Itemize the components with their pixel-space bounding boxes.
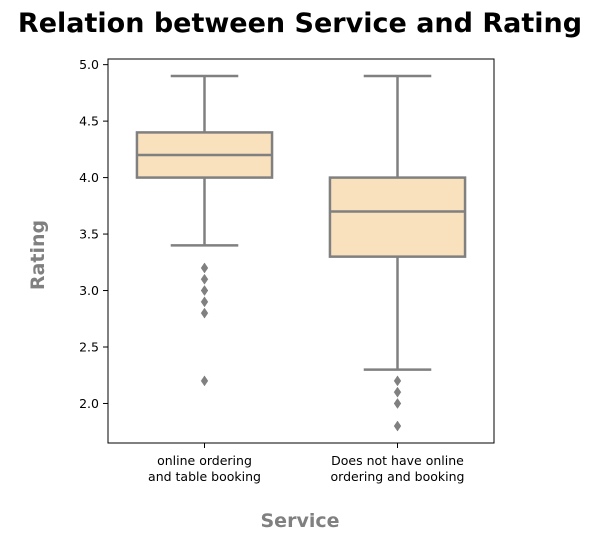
x-tick-label: Does not have online <box>331 453 464 468</box>
outlier-point <box>200 273 209 285</box>
outlier-point <box>200 262 209 274</box>
y-tick-label: 3.5 <box>79 227 99 242</box>
y-tick-label: 4.5 <box>79 114 99 129</box>
outlier-point <box>200 375 209 387</box>
outlier-point <box>200 307 209 319</box>
x-axis-label: Service <box>261 510 340 532</box>
outlier-point <box>393 420 402 432</box>
plot-area: 2.0 2.5 3.0 3.5 4.0 4.5 5.0 online orderingand … <box>79 57 495 484</box>
y-tick-label: 5.0 <box>79 57 99 72</box>
y-tick-label: 2.0 <box>79 396 99 411</box>
outlier-point <box>393 398 402 409</box>
outlier-point <box>200 296 209 308</box>
x-tick-label: online ordering <box>157 453 252 468</box>
outlier-point <box>393 386 402 398</box>
y-tick-label: 3.0 <box>79 283 99 298</box>
y-tick-label: 2.5 <box>79 340 99 355</box>
plot-frame <box>107 58 495 444</box>
y-tick-label: 4.0 <box>79 170 99 185</box>
chart-title: Relation between Service and Rating <box>18 8 582 39</box>
outlier-point <box>393 375 402 387</box>
iqr-box <box>328 176 467 258</box>
x-tick-label: and table booking <box>148 469 261 484</box>
y-axis-label: Rating <box>27 220 49 290</box>
x-tick-label: ordering and booking <box>331 469 465 484</box>
outlier-point <box>200 285 209 296</box>
